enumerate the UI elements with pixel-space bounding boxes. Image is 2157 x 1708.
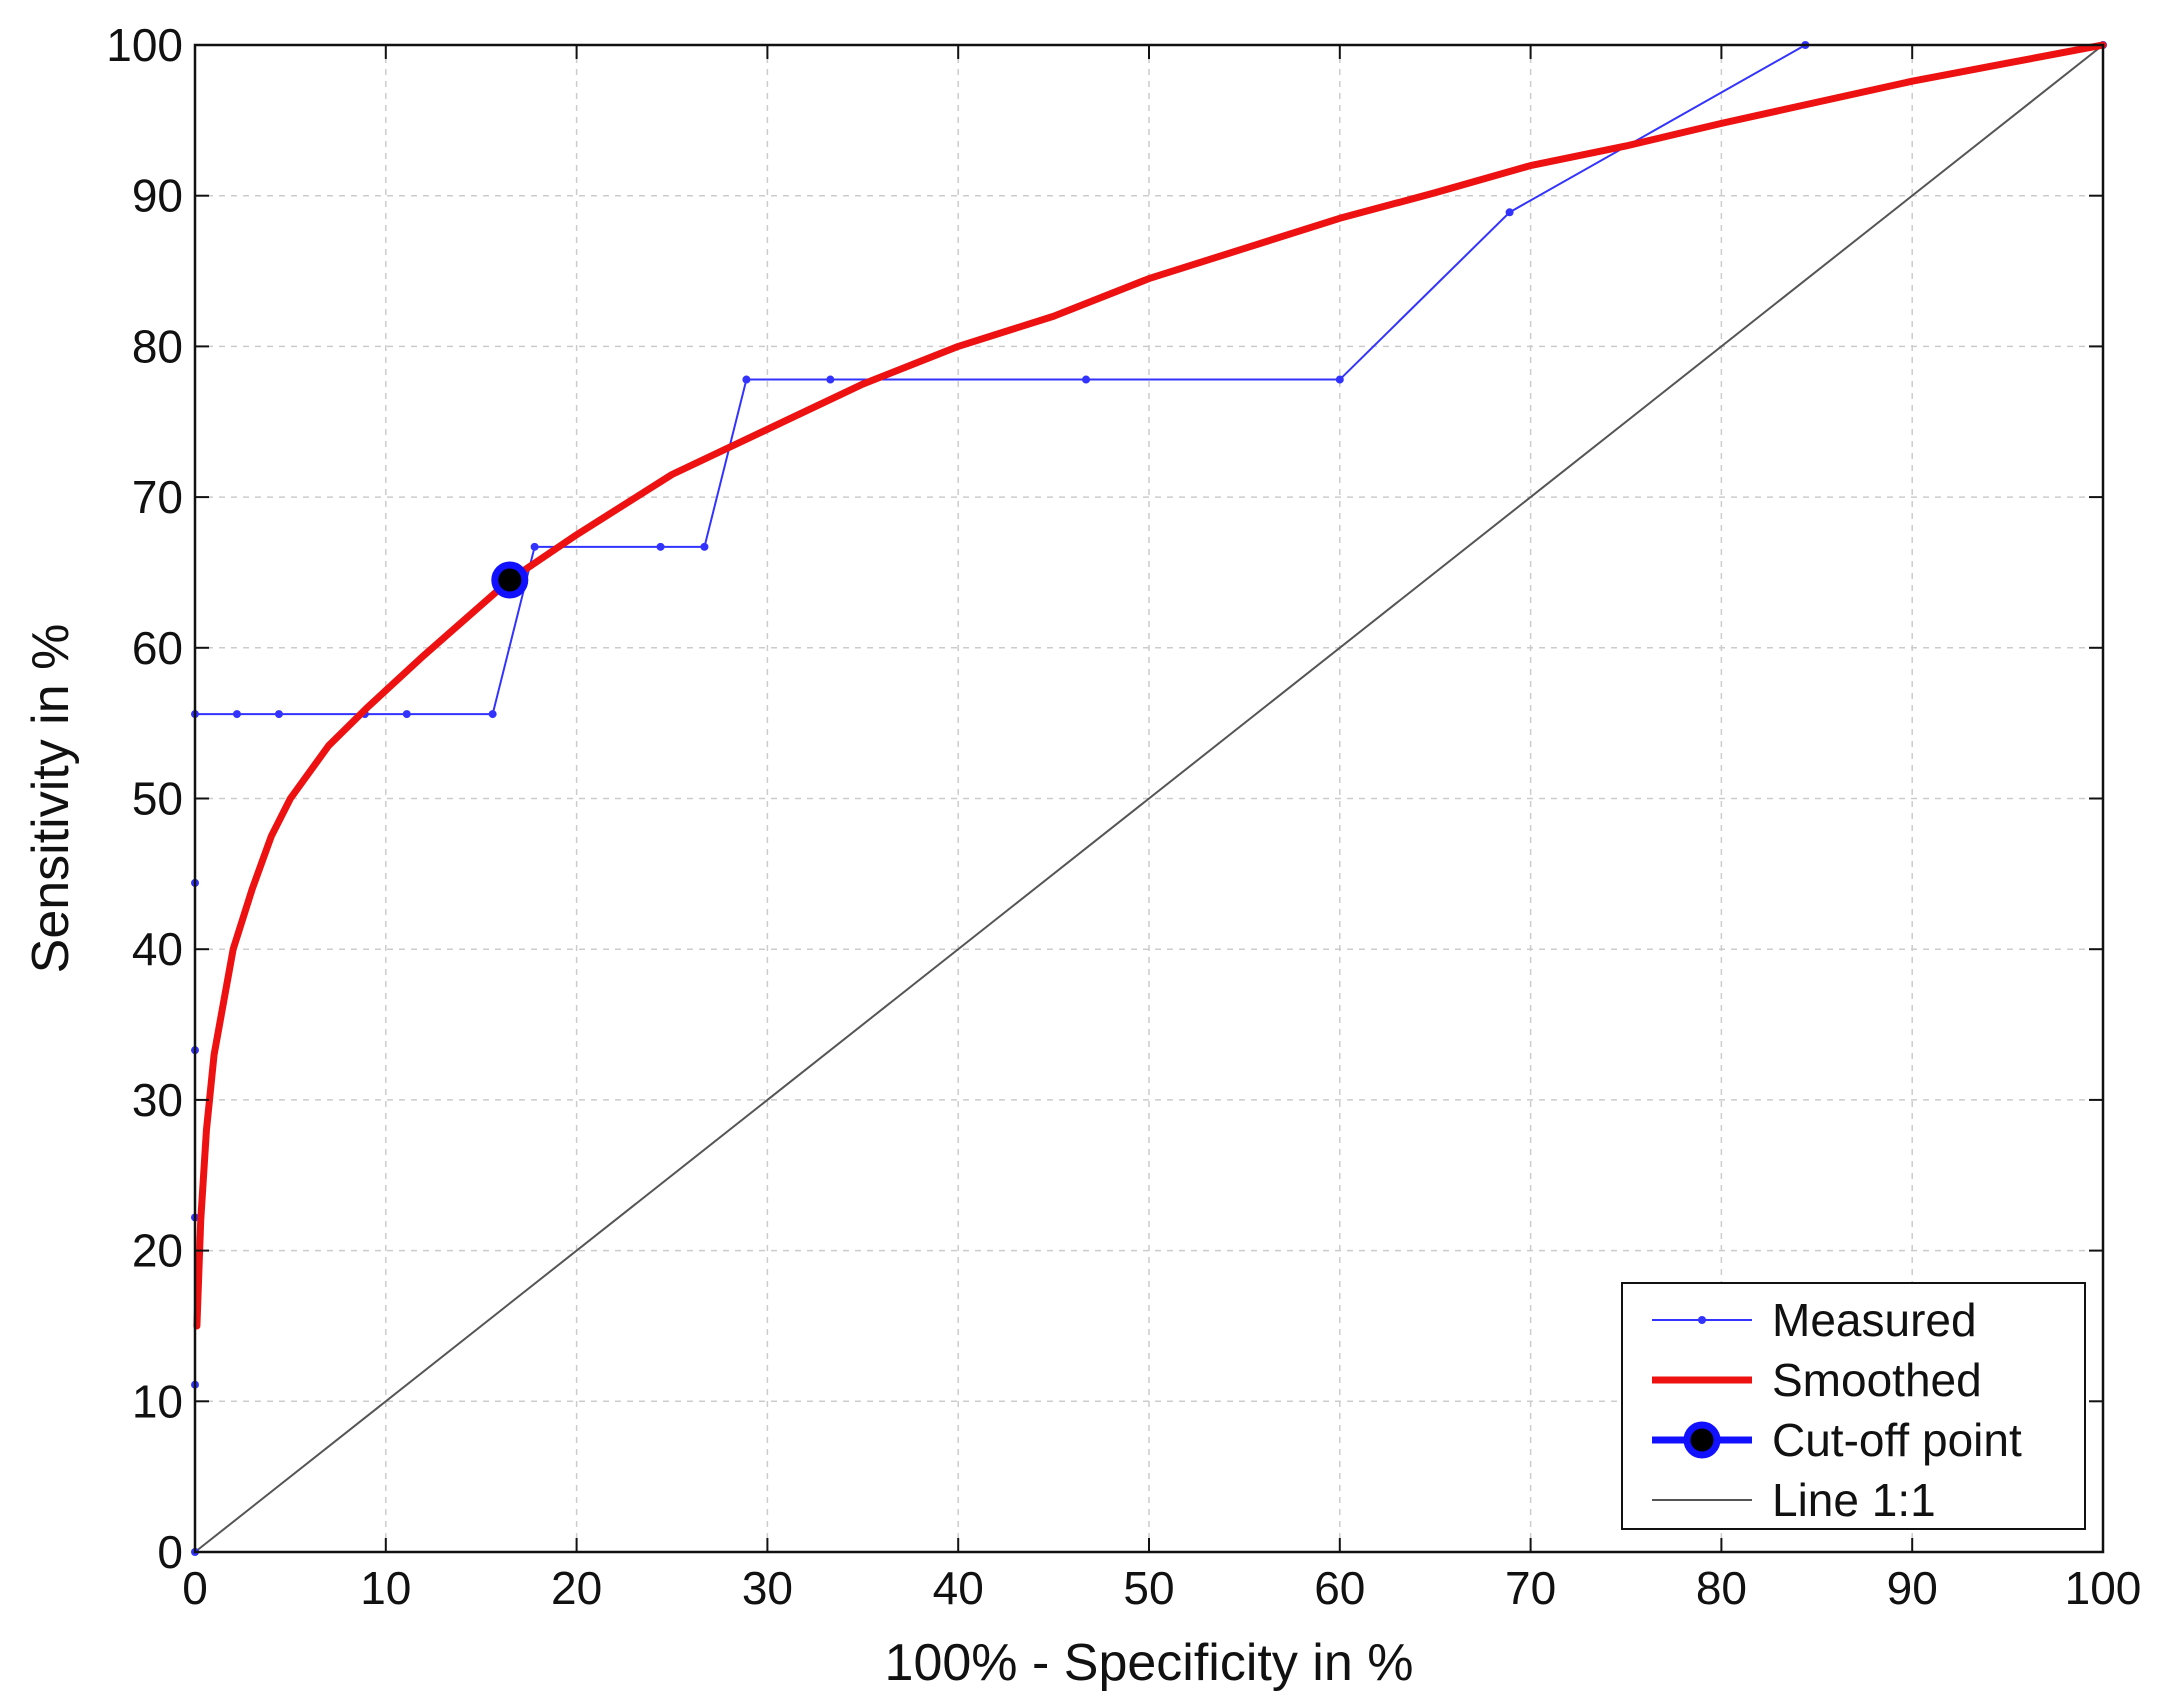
y-tick-label: 90 [132,170,183,222]
measured-point [1082,375,1091,384]
x-tick-label: 80 [1696,1562,1747,1614]
measured-point [826,375,835,384]
y-tick-label: 80 [132,320,183,372]
measured-point [274,710,283,719]
y-axis-label: Sensitivity in % [22,624,80,974]
cutoff-point-marker [491,561,529,599]
y-tick-label: 40 [132,923,183,975]
x-tick-label: 0 [182,1562,208,1614]
x-tick-label: 90 [1887,1562,1938,1614]
x-tick-label: 40 [933,1562,984,1614]
y-tick-label: 30 [132,1074,183,1126]
x-tick-label: 60 [1314,1562,1365,1614]
y-tick-label: 100 [106,19,183,71]
x-axis-ticks: 0 10 20 30 40 50 60 70 80 90 100 [182,45,2141,1614]
legend-label: Line 1:1 [1772,1474,1936,1526]
measured-point [488,710,497,719]
x-tick-label: 100 [2065,1562,2142,1614]
x-tick-label: 30 [742,1562,793,1614]
y-tick-label: 60 [132,622,183,674]
measured-point [232,710,241,719]
measured-point [656,542,665,551]
y-tick-label: 20 [132,1225,183,1277]
y-tick-label: 50 [132,773,183,825]
legend-marker-measured [1698,1316,1706,1324]
measured-point [1335,375,1344,384]
legend-label: Measured [1772,1294,1977,1346]
x-axis-label: 100% - Specificity in % [885,1634,1414,1692]
x-tick-label: 10 [360,1562,411,1614]
legend: Measured Smoothed Cut-off point Line 1:1 [1621,1282,2086,1530]
measured-point [742,375,751,384]
series-smoothed-line [193,41,2107,1330]
measured-point [1505,208,1514,217]
legend-box [1621,1282,2086,1530]
y-tick-label: 70 [132,471,183,523]
measured-point [700,542,709,551]
series-layer [191,41,2107,1556]
x-tick-label: 70 [1505,1562,1556,1614]
legend-label: Cut-off point [1772,1414,2022,1466]
legend-marker-cutoff [1683,1421,1721,1459]
measured-point [402,710,411,719]
measured-point [530,542,539,551]
y-tick-label: 10 [132,1375,183,1427]
legend-label: Smoothed [1772,1354,1982,1406]
y-tick-label: 0 [157,1526,183,1578]
y-axis-ticks: 0 10 20 30 40 50 60 70 80 90 100 [106,19,2103,1578]
x-tick-label: 20 [551,1562,602,1614]
series-line-1-1 [194,44,2104,1553]
x-tick-label: 50 [1123,1562,1174,1614]
